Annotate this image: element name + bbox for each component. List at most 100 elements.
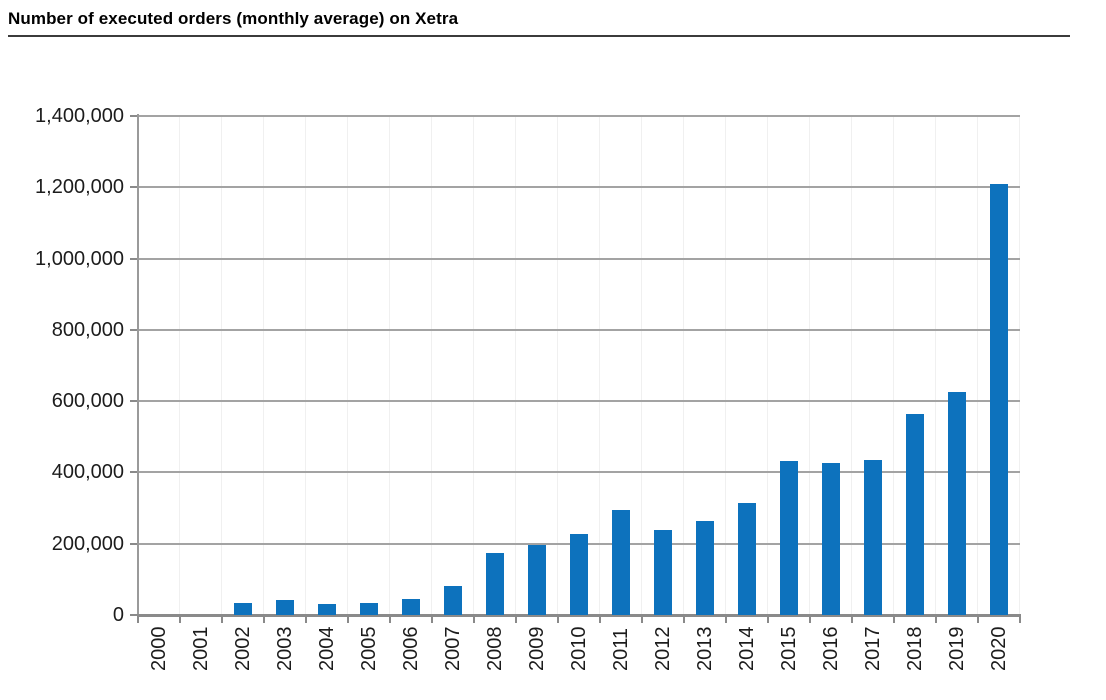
y-axis-tick-label: 200,000 [51,532,124,555]
horizontal-gridline [138,471,1020,474]
y-axis-tick-label: 800,000 [51,318,124,341]
x-axis-tick [893,617,895,623]
x-axis-tick-label: 2009 [526,626,548,672]
y-axis-tick [130,400,138,403]
vertical-gridline [851,116,852,615]
y-axis-tick [130,115,138,117]
bar-2017 [864,460,882,615]
vertical-gridline [347,116,348,615]
y-axis-tick [130,542,138,545]
x-axis-tick [347,617,349,623]
bar-2014 [738,503,756,615]
x-axis-tick-label: 2020 [988,626,1010,672]
x-axis-tick [683,617,685,623]
x-axis-tick [473,617,475,623]
chart-title: Number of executed orders (monthly avera… [8,9,459,28]
x-axis-tick [515,617,517,623]
bar-2011 [612,510,630,615]
y-axis-tick-label: 0 [112,604,124,626]
bar-2002 [234,603,252,615]
x-axis-tick [641,617,643,623]
vertical-gridline [221,116,222,615]
x-axis-tick-label: 2005 [358,626,380,672]
bar-2004 [318,604,336,615]
x-axis-tick [935,617,937,623]
bar-2015 [780,461,798,615]
vertical-gridline [893,116,894,615]
bar-2020 [990,184,1008,615]
x-axis-tick [305,617,307,623]
x-axis-tick [221,617,223,623]
x-axis-tick-label: 2000 [148,626,170,672]
horizontal-gridline [138,400,1020,403]
x-axis-tick [599,617,601,623]
bar-2019 [948,392,966,615]
vertical-gridline [977,116,978,615]
x-axis-tick-label: 2013 [694,626,716,672]
y-axis-tick [130,328,138,331]
bar-2007 [444,586,462,615]
horizontal-gridline [138,115,1020,117]
x-axis-tick-label: 2003 [274,626,296,672]
x-axis-tick [389,617,391,623]
bar-2012 [654,530,672,615]
vertical-gridline [179,116,180,615]
horizontal-gridline [138,186,1020,189]
x-axis-tick-label: 2019 [946,626,968,672]
x-axis-tick [263,617,265,623]
x-axis-tick [725,617,727,623]
vertical-gridline [641,116,642,615]
vertical-gridline [935,116,936,615]
y-axis-tick-label: 400,000 [51,461,124,484]
x-axis-tick [557,617,559,623]
vertical-gridline [431,116,432,615]
y-axis-tick [130,257,138,260]
bar-2010 [570,534,588,615]
x-axis-tick-label: 2011 [610,627,632,671]
x-axis-tick-label: 2001 [190,626,212,672]
bar-2016 [822,463,840,615]
vertical-gridline [473,116,474,615]
vertical-gridline [1019,116,1020,615]
x-axis-tick [851,617,853,623]
y-axis-line [137,114,139,619]
bar-2005 [360,603,378,615]
vertical-gridline [683,116,684,615]
x-axis-tick-label: 2016 [820,626,842,672]
x-axis-tick-label: 2010 [568,626,590,672]
bar-2006 [402,599,420,615]
x-axis-tick-label: 2007 [442,626,464,672]
x-axis-tick-label: 2014 [736,626,758,672]
vertical-gridline [599,116,600,615]
y-axis-tick [130,614,138,616]
title-underline-rule [8,35,1070,37]
y-axis-tick-label: 1,200,000 [35,176,124,199]
horizontal-gridline [138,257,1020,260]
bar-2013 [696,521,714,615]
x-axis-tick [767,617,769,623]
x-axis-line [137,614,1021,617]
vertical-gridline [305,116,306,615]
vertical-gridline [725,116,726,615]
vertical-gridline [809,116,810,615]
horizontal-gridline [138,328,1020,331]
y-axis-tick [130,186,138,189]
y-axis-tick-label: 1,400,000 [35,105,124,127]
x-axis-tick-label: 2012 [652,626,674,672]
vertical-gridline [263,116,264,615]
x-axis-tick [809,617,811,623]
y-axis-tick-label: 1,000,000 [35,247,124,270]
x-axis-tick [179,617,181,623]
x-axis-tick-label: 2018 [904,626,926,672]
bar-2008 [486,553,504,615]
bar-2009 [528,545,546,615]
vertical-gridline [389,116,390,615]
x-axis-tick [977,617,979,623]
vertical-gridline [767,116,768,615]
y-axis-tick [130,471,138,474]
x-axis-tick [137,617,139,623]
x-axis-tick-label: 2017 [862,626,884,672]
bar-2018 [906,414,924,615]
x-axis-tick [431,617,433,623]
